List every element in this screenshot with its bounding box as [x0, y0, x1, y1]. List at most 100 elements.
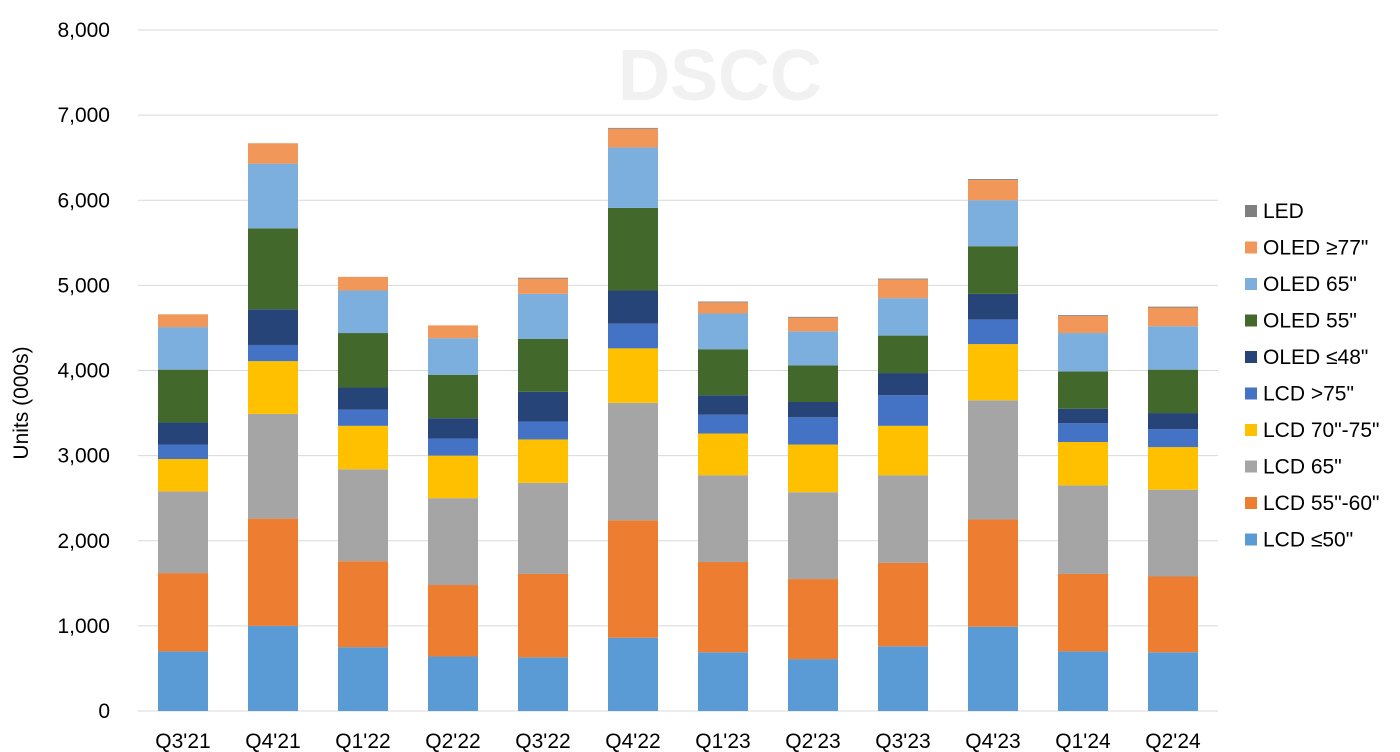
legend-swatch — [1245, 387, 1257, 400]
bar-segment — [248, 344, 298, 362]
y-tick-label: 1,000 — [57, 615, 110, 638]
bar-segment — [1148, 413, 1198, 430]
bar-segment — [788, 492, 838, 580]
bar-segment — [788, 401, 838, 418]
bar-segment — [428, 338, 478, 375]
y-tick-label: 7,000 — [57, 104, 110, 127]
bar-segment — [698, 313, 748, 350]
bar-segment — [788, 444, 838, 493]
bar-segment — [518, 421, 568, 440]
y-tick-label: 3,000 — [57, 445, 110, 468]
bar-segment — [698, 349, 748, 396]
bar-segment — [158, 422, 208, 445]
legend-swatch — [1245, 424, 1257, 436]
bar-segment — [698, 433, 748, 476]
x-tick-label: Q1'24 — [1055, 730, 1111, 752]
bar-segment — [788, 317, 838, 332]
bar-segment — [158, 651, 208, 711]
x-axis-tick-labels: Q3'21 Q4'21 Q1'22 Q2'22 Q3'22 Q4'22 Q1'23 Q2'23… — [155, 730, 1201, 752]
legend-label: OLED 55" — [1263, 310, 1357, 333]
bar-segment — [1058, 316, 1108, 334]
bar-segment — [878, 279, 928, 299]
y-tick-label: 4,000 — [57, 360, 110, 383]
bar-segment — [608, 348, 658, 403]
bar-segment — [698, 301, 748, 303]
legend-swatch — [1245, 205, 1257, 217]
bar-segment — [518, 277, 568, 279]
legend-label: LCD 55"-60" — [1263, 492, 1379, 515]
bar-segment — [158, 314, 208, 328]
x-tick-label: Q4'23 — [965, 730, 1020, 752]
legend-swatch — [1245, 314, 1257, 327]
legend-label: OLED ≤48" — [1263, 346, 1368, 369]
bar-segment — [1148, 576, 1198, 653]
bar-segment — [1058, 485, 1108, 574]
bar-segment — [968, 200, 1018, 247]
legend-label: LCD 65" — [1263, 456, 1342, 479]
bar-segment — [608, 637, 658, 711]
bar-segment — [338, 561, 388, 648]
bar-segment — [968, 293, 1018, 320]
bar-segment — [878, 395, 928, 426]
bar-segment — [1148, 326, 1198, 370]
bar-segment — [788, 365, 838, 402]
bar-segment — [428, 418, 478, 439]
bar-segment — [428, 498, 478, 586]
bar-segment — [608, 147, 658, 208]
bar-segment — [248, 163, 298, 229]
watermark: DSCC — [618, 36, 822, 116]
legend: LED OLED ≥77" OLED 65" OLED 55" OLED ≤48" LCD… — [1245, 200, 1379, 552]
bar-segment — [698, 395, 748, 415]
bar-segment — [698, 652, 748, 711]
bar-segment — [248, 361, 298, 414]
bar-segment — [1058, 315, 1108, 317]
bar-segment — [788, 331, 838, 366]
x-tick-label: Q3'23 — [875, 730, 930, 752]
x-tick-label: Q4'22 — [605, 730, 660, 752]
bar-segment — [428, 438, 478, 456]
legend-label: LCD 70"-75" — [1263, 419, 1379, 442]
bar-segment — [1058, 573, 1108, 652]
bar-segment — [698, 562, 748, 653]
bar-segment — [428, 374, 478, 419]
bar-segment — [878, 646, 928, 711]
x-tick-label: Q1'23 — [695, 730, 750, 752]
bar-segment — [338, 409, 388, 426]
bar-segment — [878, 298, 928, 336]
bar-segment — [518, 482, 568, 574]
bar-segment — [788, 659, 838, 711]
bar-segment — [608, 207, 658, 291]
x-tick-label: Q3'22 — [515, 730, 570, 752]
bar-segment — [518, 278, 568, 294]
bar-segment — [1148, 369, 1198, 414]
bar-segment — [698, 302, 748, 314]
bar-segment — [1058, 408, 1108, 424]
bar-segment — [1148, 306, 1198, 308]
bar-segment — [518, 339, 568, 392]
bar-segment — [518, 573, 568, 658]
bar-segment — [878, 335, 928, 374]
x-tick-label: Q2'23 — [785, 730, 840, 752]
bar-segment — [428, 585, 478, 657]
x-tick-label: Q3'21 — [155, 730, 210, 752]
y-axis-title: Units (000s) — [10, 346, 33, 459]
y-tick-label: 8,000 — [57, 19, 110, 42]
x-tick-label: Q2'24 — [1145, 730, 1201, 752]
x-tick-label: Q1'22 — [335, 730, 390, 752]
legend-swatch — [1245, 533, 1257, 546]
bar-segment — [248, 228, 298, 310]
bar-segment — [1058, 423, 1108, 443]
bar-segment — [1148, 447, 1198, 490]
bar-segment — [428, 455, 478, 499]
bar-segment — [878, 475, 928, 563]
bar-segment — [1058, 442, 1108, 486]
bar-segment — [1058, 371, 1108, 409]
bar-segment — [608, 128, 658, 148]
bar-segment — [158, 459, 208, 492]
bar-segment — [608, 290, 658, 324]
bar-segment — [338, 425, 388, 470]
bar-segment — [158, 327, 208, 370]
bar-segment — [428, 325, 478, 339]
bar-segment — [1148, 429, 1198, 448]
